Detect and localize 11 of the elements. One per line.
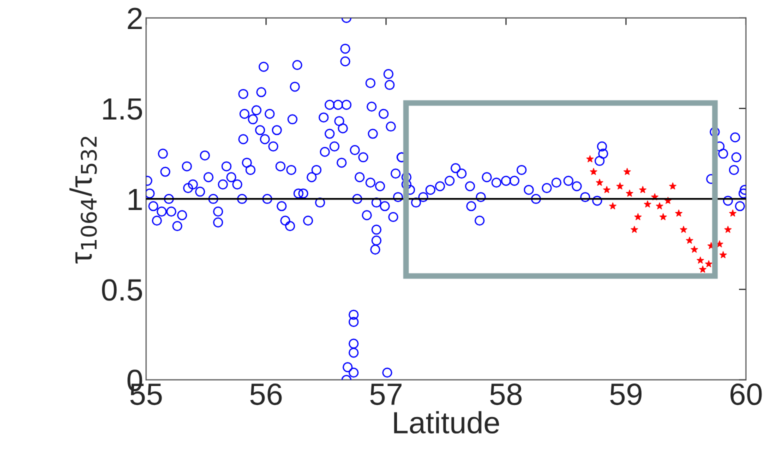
x-tick-label: 57 [370,384,402,406]
y-tick-label: 1.5 [103,98,142,120]
x-tick-label: 60 [730,383,762,406]
y-tick-label: 1 [128,188,142,210]
y-tick-label: 2 [128,8,142,30]
y-tick-label: 0.5 [102,279,142,301]
x-tick-label: 56 [250,383,282,406]
x-tick-label: 59 [610,383,642,406]
y-axis-title: τ$_{1064}$/τ$_{532}$ [69,136,97,264]
x-axis-title: Latitude [394,411,500,434]
x-tick-label: 58 [490,383,522,406]
